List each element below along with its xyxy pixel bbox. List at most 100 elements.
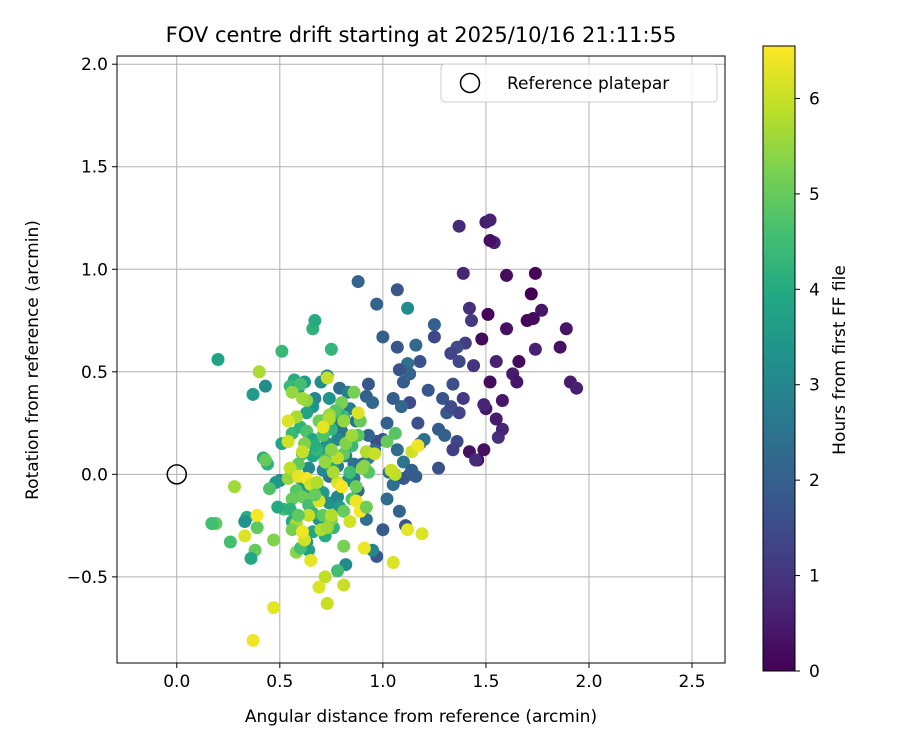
data-point: [331, 564, 345, 578]
data-point: [481, 307, 495, 321]
data-point: [386, 478, 400, 492]
y-tick-label: 0.5: [81, 363, 108, 383]
data-point: [396, 455, 410, 469]
data-point: [252, 365, 266, 379]
data-point: [411, 416, 425, 430]
data-point: [271, 500, 285, 514]
colorbar-tick-label: 5: [809, 185, 820, 205]
data-point: [295, 445, 309, 459]
colorbar-tick-label: 3: [809, 376, 820, 396]
colorbar-tick-label: 6: [809, 89, 820, 109]
data-point: [403, 367, 417, 381]
data-point: [238, 515, 252, 529]
legend-reference-marker: [459, 72, 481, 94]
data-point: [444, 346, 458, 360]
data-point: [477, 398, 491, 412]
data-point: [312, 580, 326, 594]
data-point: [510, 375, 524, 389]
data-point: [302, 508, 316, 522]
data-point: [570, 381, 584, 395]
data-point: [401, 523, 415, 537]
x-tick-label: 1.0: [369, 672, 396, 692]
data-point: [347, 385, 361, 399]
data-point: [285, 492, 299, 506]
data-point: [477, 443, 491, 457]
data-point: [452, 355, 466, 369]
data-point: [320, 521, 334, 535]
reference-marker: [166, 464, 188, 485]
data-point: [386, 556, 400, 570]
data-point: [320, 371, 334, 385]
data-point: [250, 508, 264, 522]
legend: Reference platepar: [440, 63, 718, 103]
colorbar-tick-label: 0: [809, 662, 820, 682]
colorbar-tick-label: 2: [809, 471, 820, 491]
colorbar-ticks: 0 1 2 3 4 5 6: [795, 89, 820, 682]
data-point: [390, 283, 404, 297]
data-point: [355, 461, 369, 475]
data-point: [438, 428, 452, 442]
data-point: [392, 363, 406, 377]
y-tick-label: −0.5: [67, 568, 108, 588]
data-point: [524, 287, 538, 301]
data-point: [316, 420, 330, 434]
data-point: [357, 541, 371, 555]
data-point: [318, 455, 332, 469]
data-point: [390, 340, 404, 354]
data-point: [285, 523, 299, 537]
data-point: [483, 234, 497, 248]
y-tick-label: 0.0: [81, 465, 108, 485]
data-point: [337, 414, 351, 428]
data-point: [361, 428, 375, 442]
data-point: [401, 301, 415, 315]
x-axis-ticks: 0.0 0.5 1.0 1.5 2.0 2.5: [163, 663, 706, 692]
x-axis-label: Angular distance from reference (arcmin): [245, 707, 597, 727]
y-axis-ticks: −0.5 0.0 0.5 1.0 1.5 2.0: [67, 55, 117, 588]
data-point: [489, 412, 503, 426]
data-point: [384, 463, 398, 477]
data-point: [304, 553, 318, 567]
data-point: [483, 213, 497, 227]
data-point: [392, 504, 406, 518]
data-point: [462, 301, 476, 315]
data-point: [452, 406, 466, 420]
data-point: [320, 597, 334, 611]
colorbar-tick-label: 4: [809, 280, 820, 300]
data-point: [227, 480, 241, 494]
data-point: [553, 340, 567, 354]
data-point: [390, 443, 404, 457]
data-point: [337, 504, 351, 518]
data-point: [489, 355, 503, 369]
data-point: [324, 508, 338, 522]
data-point: [526, 311, 540, 325]
data-point: [244, 551, 258, 565]
data-point: [475, 332, 489, 346]
colorbar-tick-label: 1: [809, 567, 820, 587]
chart-title: FOV centre drift starting at 2025/10/16 …: [166, 23, 677, 47]
data-point: [246, 633, 260, 647]
data-point: [326, 465, 340, 479]
data-point: [436, 391, 450, 405]
data-point: [343, 515, 357, 529]
x-tick-label: 0.5: [266, 672, 293, 692]
data-point: [483, 375, 497, 389]
data-point: [258, 379, 272, 393]
y-tick-label: 1.0: [81, 260, 108, 280]
data-point: [343, 465, 357, 479]
colorbar-label: Hours from first FF file: [830, 265, 850, 455]
data-point: [322, 391, 336, 405]
y-tick-label: 2.0: [81, 55, 108, 75]
y-tick-label: 1.5: [81, 158, 108, 178]
data-point: [361, 377, 375, 391]
data-point: [370, 297, 384, 311]
data-point: [337, 578, 351, 592]
data-point: [495, 394, 509, 408]
data-point: [376, 330, 390, 344]
data-point: [324, 342, 338, 356]
reference-platepar-marker: [166, 464, 188, 485]
colorbar: 0 1 2 3 4 5 6 Hours from first FF file: [762, 45, 850, 682]
data-point: [351, 406, 365, 420]
data-point: [432, 461, 446, 475]
data-point: [528, 266, 542, 280]
